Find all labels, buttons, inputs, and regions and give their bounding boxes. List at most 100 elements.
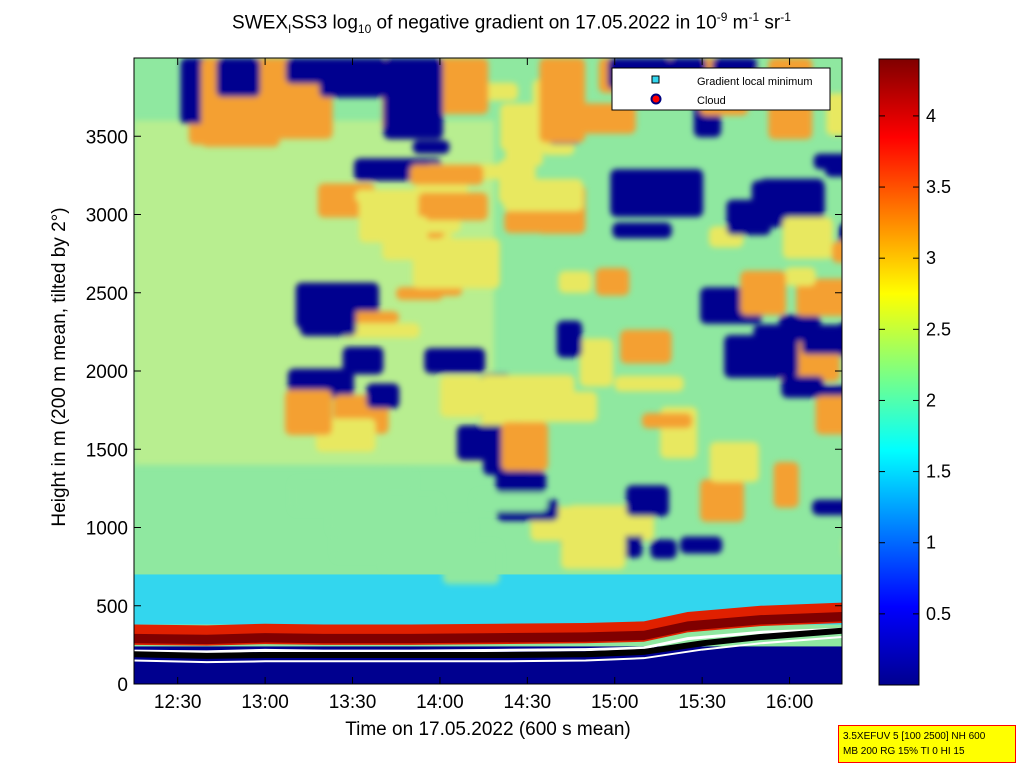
- legend-cloud-marker: [650, 93, 662, 105]
- field-patch: [442, 543, 500, 585]
- legend-min-marker: [651, 75, 660, 84]
- y-tick-label: 2500: [86, 284, 128, 305]
- field-patch: [418, 192, 488, 221]
- field-patch: [815, 395, 842, 435]
- field-patch: [285, 389, 333, 436]
- field-patch: [801, 324, 842, 355]
- field-patch: [457, 244, 487, 282]
- colorbar-ticks: 0.5 1 1.5 2 2.5 3 3.5 4: [879, 106, 951, 624]
- y-tick-label: 0: [117, 675, 128, 696]
- field-patch: [796, 278, 842, 317]
- field-patch: [336, 478, 363, 521]
- heatmap-field: [134, 58, 870, 684]
- field-patch: [498, 159, 536, 204]
- field-patch: [424, 348, 486, 374]
- colorbar-tick-label: 0.5: [926, 604, 951, 624]
- chart-title: SWEXISS3 log10 of negative gradient on 1…: [232, 10, 791, 37]
- y-tick-label: 1000: [86, 519, 128, 540]
- field-patch: [650, 539, 677, 559]
- y-tick-label: 3500: [86, 127, 128, 148]
- y-axis-label: Height in m (200 m mean, tilted by 2°): [49, 207, 70, 527]
- field-top-patch: [435, 58, 489, 115]
- field-patch: [824, 155, 842, 177]
- colorbar-tick-label: 3.5: [926, 177, 951, 197]
- colorbar-tick-label: 4: [926, 106, 936, 126]
- y-tick-label: 500: [96, 597, 128, 618]
- y-tick-label: 2000: [86, 362, 128, 383]
- legend-box: [611, 67, 831, 111]
- x-tick-label: 12:30: [154, 692, 202, 713]
- field-patch: [440, 375, 482, 418]
- field-patch: [345, 311, 400, 324]
- y-tick-label: 3000: [86, 206, 128, 227]
- x-tick-label: 13:30: [329, 692, 377, 713]
- legend-cloud-label: Cloud: [697, 95, 726, 107]
- colorbar-tick-label: 2.5: [926, 319, 951, 339]
- colorbar: 0.5 1 1.5 2 2.5 3 3.5 4: [878, 58, 951, 686]
- field-patch: [579, 338, 614, 387]
- field-patch: [812, 499, 842, 516]
- x-tick-label: 15:30: [678, 692, 726, 713]
- x-tick-label: 14:00: [416, 692, 464, 713]
- x-tick-label: 15:00: [591, 692, 639, 713]
- field-top-patch: [383, 58, 444, 140]
- info-box: 3.5XEFUV 5 [100 2500] NH 600 MB 200 RG 1…: [838, 725, 1016, 763]
- field-patch: [366, 383, 400, 409]
- field-patch: [620, 329, 672, 364]
- field-patch: [838, 224, 842, 262]
- field-patch: [558, 271, 592, 293]
- field-patch: [751, 180, 825, 217]
- legend-min-label: Gradient local minimum: [697, 76, 813, 88]
- x-tick-label: 16:00: [766, 692, 814, 713]
- field-patch: [374, 497, 441, 523]
- info-line-2: MB 200 RG 15% TI 0 HI 15: [843, 746, 965, 757]
- cloud-line: [134, 627, 842, 654]
- y-axis: 0 500 1000 1500 2000 2500 3000 3500: [86, 127, 842, 696]
- field-patch: [396, 287, 444, 301]
- field-patch: [724, 335, 799, 378]
- field-patch: [612, 222, 672, 239]
- colorbar-tick-label: 1: [926, 533, 936, 553]
- field-patch: [781, 376, 824, 398]
- field-patch: [382, 216, 428, 261]
- field-patch: [561, 528, 626, 570]
- colorbar-gradient: [878, 58, 920, 686]
- info-line-1: 3.5XEFUV 5 [100 2500] NH 600: [843, 731, 986, 742]
- x-axis-label: Time on 17.05.2022 (600 s mean): [345, 719, 631, 740]
- field-top-patch: [216, 58, 261, 97]
- field-patch: [700, 479, 745, 522]
- field-patch: [515, 391, 598, 422]
- field-patch: [474, 492, 548, 512]
- field-patch: [773, 462, 799, 508]
- field-top-patch: [539, 58, 586, 143]
- x-tick-label: 14:30: [504, 692, 552, 713]
- field-patch: [784, 267, 816, 286]
- field-patch: [610, 169, 704, 217]
- field-patch: [412, 140, 450, 154]
- colorbar-tick-label: 3: [926, 248, 936, 268]
- x-tick-label: 13:00: [241, 692, 289, 713]
- field-patch: [341, 323, 420, 338]
- field-patch: [377, 471, 414, 495]
- field-patch: [376, 542, 445, 559]
- field-patch: [843, 536, 870, 557]
- field-patch: [614, 375, 684, 392]
- field-patch: [501, 422, 549, 471]
- field-patch: [495, 471, 547, 494]
- legend: Gradient local minimum Cloud: [611, 67, 831, 111]
- field-patch: [342, 346, 384, 375]
- field-patch: [782, 217, 833, 259]
- field-patch: [556, 320, 583, 358]
- field-patch: [709, 441, 759, 482]
- field-patch: [680, 536, 723, 554]
- field-patch: [626, 485, 669, 517]
- colorbar-tick-label: 2: [926, 390, 936, 410]
- heatmap-area: [134, 58, 870, 684]
- field-patch: [409, 164, 484, 185]
- gradient-min-line: [134, 627, 842, 659]
- y-tick-label: 1500: [86, 440, 128, 461]
- cloud-band-core: [134, 612, 842, 645]
- field-patch: [292, 480, 340, 513]
- field-patch: [641, 413, 693, 429]
